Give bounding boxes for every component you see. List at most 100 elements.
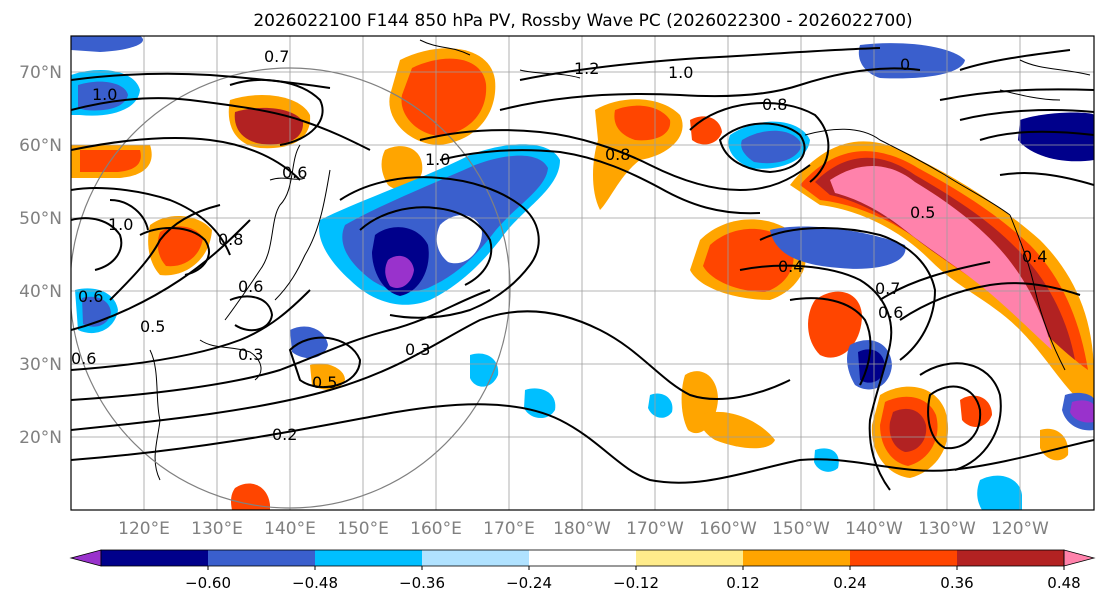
colorbar-frame xyxy=(100,549,1065,567)
contour-label: 0.6 xyxy=(878,303,903,322)
colorbar-tick-label: −0.60 xyxy=(185,574,231,592)
lon-label: 130°E xyxy=(191,519,243,539)
positive-anomaly-patch xyxy=(381,146,423,190)
negative-anomaly-patch xyxy=(741,130,802,164)
colorbar-tick-label: −0.48 xyxy=(292,574,338,592)
lon-label: 120°E xyxy=(118,519,170,539)
contour-label: 0.4 xyxy=(778,257,803,276)
contour-label: 0.6 xyxy=(71,349,96,368)
lon-label: 170°W xyxy=(626,519,684,539)
contour-label: 0.4 xyxy=(1022,247,1047,266)
positive-anomaly-patch xyxy=(960,395,992,427)
lat-label: 70°N xyxy=(19,63,62,83)
contour-label: 0.6 xyxy=(238,277,263,296)
colorbar-segment xyxy=(850,550,958,566)
lon-label: 150°W xyxy=(772,519,830,539)
contour-label: 0.3 xyxy=(238,345,263,364)
contour-label: 0.3 xyxy=(405,340,430,359)
colorbar-tick-label: 0.24 xyxy=(833,574,866,592)
contour-label: 1.0 xyxy=(425,150,450,169)
positive-anomaly-patch xyxy=(703,228,794,292)
negative-anomaly-patch xyxy=(770,226,906,269)
colorbar-extend-max xyxy=(1063,549,1096,567)
lon-label: 170°E xyxy=(483,519,535,539)
colorbar-segment xyxy=(743,550,851,566)
negative-anomaly-patch xyxy=(385,255,414,289)
lon-label: 140°W xyxy=(845,519,903,539)
contour-label: 1.0 xyxy=(108,215,133,234)
contour-label: 0.5 xyxy=(312,373,337,392)
lon-label: 160°W xyxy=(699,519,757,539)
colorbar-ticks: −0.60 −0.48 −0.36 −0.24 −0.12 0.12 0.24 0.36 0.4… xyxy=(185,566,1081,592)
colorbar-segment xyxy=(315,550,423,566)
map-frame xyxy=(70,35,1095,511)
lat-label: 40°N xyxy=(19,282,62,302)
contour-label: 0.8 xyxy=(218,230,243,249)
contour-lines xyxy=(71,47,1094,491)
positive-anomaly-patch xyxy=(231,483,270,510)
contour-label: 1.0 xyxy=(668,63,693,82)
lon-label: 160°E xyxy=(410,519,462,539)
colorbar-segment xyxy=(636,550,744,566)
positive-anomaly-patch xyxy=(157,226,203,267)
contour-label: 1.2 xyxy=(574,59,599,78)
reference-circle xyxy=(71,67,511,509)
grid-lines xyxy=(71,36,1094,510)
contour-label: 0.7 xyxy=(264,47,289,66)
pv-shading xyxy=(71,36,1094,510)
contour-label: 0.6 xyxy=(78,287,103,306)
colorbar-tick-label: 0.48 xyxy=(1047,574,1080,592)
lon-label: 140°E xyxy=(264,519,316,539)
colorbar-segment xyxy=(208,550,316,566)
contour-label: 0.8 xyxy=(605,145,630,164)
negative-anomaly-patch xyxy=(71,36,144,52)
lon-label: 150°E xyxy=(337,519,389,539)
colorbar-segment xyxy=(529,550,637,566)
lat-label: 50°N xyxy=(19,209,62,229)
colorbar-tick-label: −0.12 xyxy=(613,574,659,592)
lon-label: 180°W xyxy=(553,519,611,539)
contour-label: 0.6 xyxy=(282,163,307,182)
contour-label: 0.5 xyxy=(140,317,165,336)
contour-label: 0.2 xyxy=(272,425,297,444)
figure-title: 2026022100 F144 850 hPa PV, Rossby Wave … xyxy=(253,11,912,31)
lon-label: 120°W xyxy=(991,519,1049,539)
positive-anomaly-patch xyxy=(889,408,927,452)
lat-label: 20°N xyxy=(19,428,62,448)
negative-anomaly-patch xyxy=(78,81,128,111)
contour-label: 0.7 xyxy=(875,279,900,298)
contour-label: 0.5 xyxy=(910,203,935,222)
lat-label: 30°N xyxy=(19,355,62,375)
negative-anomaly-patch xyxy=(648,393,673,418)
positive-anomaly-patch xyxy=(699,411,775,449)
colorbar-segments xyxy=(69,549,1096,567)
colorbar-segment xyxy=(957,550,1065,566)
positive-anomaly-patch xyxy=(808,291,862,358)
latitude-labels: 70°N 60°N 50°N 40°N 30°N 20°N xyxy=(19,63,62,448)
colorbar-segment xyxy=(422,550,530,566)
colorbar-tick-label: 0.12 xyxy=(726,574,759,592)
map-panel: 0.2 0.3 0.3 0.4 0.5 0.5 0.6 0.6 0.6 0.6 … xyxy=(70,35,1095,511)
contour-label: 0.8 xyxy=(762,95,787,114)
lat-label: 60°N xyxy=(19,136,62,156)
contour-label: 1.0 xyxy=(92,85,117,104)
colorbar-tick-label: −0.24 xyxy=(506,574,552,592)
negative-anomaly-patch xyxy=(977,475,1022,510)
negative-anomaly-patch xyxy=(1018,112,1094,162)
positive-anomaly-patch xyxy=(830,165,1052,350)
positive-anomaly-patch xyxy=(401,58,487,136)
negative-anomaly-patch xyxy=(1070,400,1094,423)
contour-label: 0 xyxy=(900,55,910,74)
positive-anomaly-patch xyxy=(234,107,304,145)
lon-label: 130°W xyxy=(918,519,976,539)
colorbar-extend-min xyxy=(69,549,102,567)
weak-anomaly-area xyxy=(436,215,482,264)
colorbar: −0.60 −0.48 −0.36 −0.24 −0.12 0.12 0.24 0.36 0.4… xyxy=(69,549,1096,592)
positive-anomaly-patch xyxy=(614,105,671,141)
negative-anomaly-patch xyxy=(290,326,328,359)
longitude-labels: 120°E 130°E 140°E 150°E 160°E 170°E 180°… xyxy=(118,519,1049,539)
colorbar-tick-label: 0.36 xyxy=(940,574,973,592)
positive-anomaly-patch xyxy=(310,363,345,390)
colorbar-tick-label: −0.36 xyxy=(399,574,445,592)
